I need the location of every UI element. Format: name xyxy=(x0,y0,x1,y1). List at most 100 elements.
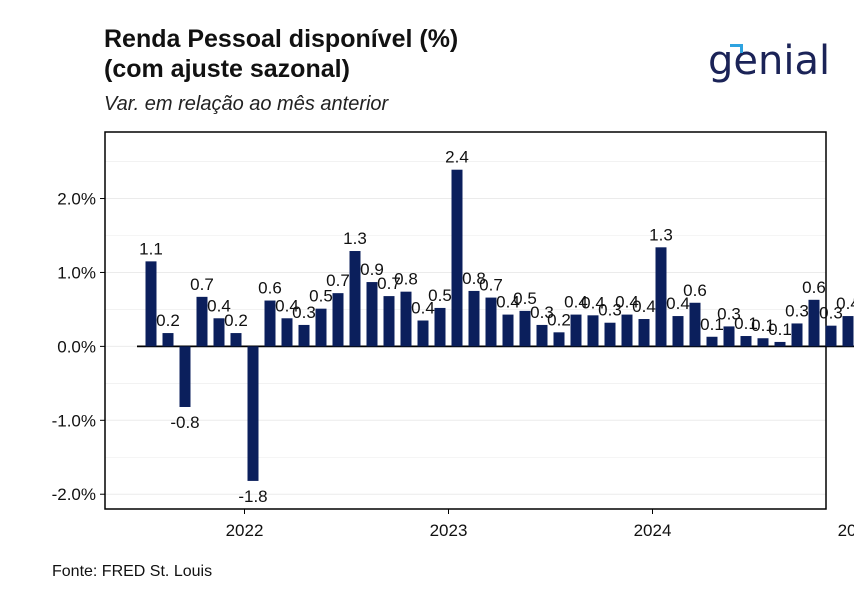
data-label: 0.5 xyxy=(513,289,537,308)
bar xyxy=(842,316,854,347)
data-label: 0.4 xyxy=(496,293,520,312)
bar xyxy=(553,332,565,347)
data-label: 1.3 xyxy=(343,229,367,248)
bar xyxy=(536,324,548,347)
bar xyxy=(264,300,276,347)
data-label: 0.2 xyxy=(224,311,248,330)
data-label: 0.3 xyxy=(292,303,316,322)
y-tick-label: -1.0% xyxy=(52,411,96,430)
data-label: 1.3 xyxy=(649,225,673,244)
data-label: 0.3 xyxy=(819,304,843,323)
bar xyxy=(808,299,820,347)
data-label: -1.8 xyxy=(238,487,267,506)
data-label: 0.6 xyxy=(683,281,707,300)
data-label: 0.4 xyxy=(836,294,854,313)
bar xyxy=(621,314,633,347)
bar xyxy=(791,323,803,347)
data-label: 0.7 xyxy=(479,276,503,295)
data-label: 0.4 xyxy=(632,297,656,316)
x-tick-label: 2023 xyxy=(430,521,468,540)
bar xyxy=(451,169,463,347)
bar xyxy=(196,296,208,347)
title-line-1: Renda Pessoal disponível (%) xyxy=(104,25,459,53)
bar xyxy=(213,318,225,347)
bar xyxy=(179,346,191,407)
bar xyxy=(468,290,480,347)
data-label: 0.3 xyxy=(598,301,622,320)
data-label: 0.3 xyxy=(785,301,809,320)
genial-logo: genial xyxy=(706,36,836,96)
y-tick-label: 0.0% xyxy=(57,337,96,356)
x-tick-label: 2024 xyxy=(634,521,672,540)
bar xyxy=(281,318,293,347)
data-label: 0.6 xyxy=(258,279,282,298)
data-label: 0.1 xyxy=(768,320,792,339)
data-label: 0.5 xyxy=(428,286,452,305)
bar xyxy=(332,293,344,347)
data-label: 0.1 xyxy=(700,315,724,334)
logo-text: genial xyxy=(708,38,831,84)
bar xyxy=(298,324,310,347)
bar xyxy=(757,338,769,347)
bar xyxy=(349,251,361,347)
bar xyxy=(825,325,837,347)
bar xyxy=(502,314,514,347)
bar xyxy=(230,333,242,347)
bar xyxy=(485,297,497,347)
y-tick-label: 1.0% xyxy=(57,263,96,282)
data-label: 2.4 xyxy=(445,148,469,167)
bar xyxy=(740,336,752,347)
data-label: 0.8 xyxy=(462,269,486,288)
bar xyxy=(145,261,157,347)
bar xyxy=(400,291,412,347)
data-label: 0.4 xyxy=(275,296,299,315)
data-label: 0.4 xyxy=(411,299,435,318)
data-label: 0.5 xyxy=(309,287,333,306)
data-label: 0.1 xyxy=(751,316,775,335)
data-label: 0.3 xyxy=(530,303,554,322)
data-label: 0.4 xyxy=(581,293,605,312)
title-line-2: (com ajuste sazonal) xyxy=(104,55,350,83)
bar xyxy=(417,320,429,347)
y-tick-label: 2.0% xyxy=(57,190,96,209)
x-tick-label: 2025 xyxy=(838,521,854,540)
bar xyxy=(655,247,667,347)
data-label: 0.1 xyxy=(734,314,758,333)
data-label: 0.4 xyxy=(564,293,588,312)
x-tick-label: 2022 xyxy=(226,521,264,540)
bar xyxy=(689,302,701,347)
bar xyxy=(774,341,786,347)
data-label: 0.7 xyxy=(377,274,401,293)
bar xyxy=(383,296,395,347)
data-label: -0.8 xyxy=(170,413,199,432)
data-label: 0.4 xyxy=(615,293,639,312)
bar xyxy=(315,308,327,347)
source-note: Fonte: FRED St. Louis xyxy=(52,563,213,580)
bar xyxy=(162,333,174,347)
bar xyxy=(570,314,582,347)
plot-frame xyxy=(104,131,827,510)
bar xyxy=(604,322,616,347)
bar xyxy=(587,315,599,347)
data-label: 0.7 xyxy=(326,271,350,290)
data-label: 0.4 xyxy=(207,296,231,315)
data-label: 1.1 xyxy=(139,239,163,258)
bar xyxy=(434,307,446,347)
bar xyxy=(247,346,259,481)
data-label: 0.4 xyxy=(666,294,690,313)
data-label: 0.8 xyxy=(394,270,418,289)
data-label: 0.6 xyxy=(802,278,826,297)
data-label: 0.2 xyxy=(156,311,180,330)
chart-subtitle: Var. em relação ao mês anterior xyxy=(104,93,389,115)
bar xyxy=(519,310,531,347)
data-label: 0.2 xyxy=(547,310,571,329)
logo-accent-icon xyxy=(730,44,743,53)
bar xyxy=(706,336,718,347)
data-label: 0.9 xyxy=(360,260,384,279)
bar xyxy=(366,282,378,347)
bar xyxy=(638,319,650,347)
bar xyxy=(723,326,735,347)
y-tick-label: -2.0% xyxy=(52,485,96,504)
data-label: 0.3 xyxy=(717,304,741,323)
